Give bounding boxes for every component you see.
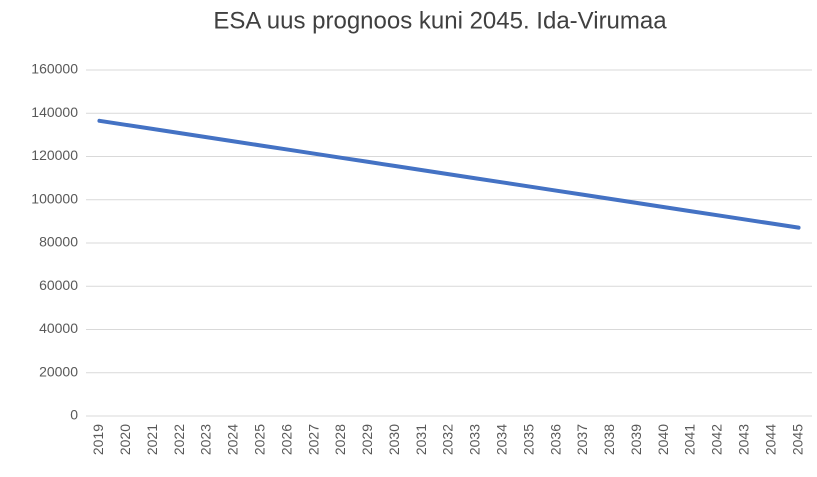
y-tick-label: 0 [70, 407, 78, 423]
y-tick-label: 120000 [31, 147, 78, 163]
x-tick-label: 2030 [386, 424, 402, 455]
chart-title: ESA uus prognoos kuni 2045. Ida-Virumaa [213, 7, 667, 34]
x-tick-label: 2041 [682, 424, 698, 455]
x-tick-label: 2033 [467, 424, 483, 455]
x-tick-label: 2042 [709, 424, 725, 455]
y-tick-label: 20000 [39, 363, 78, 379]
x-tick-label: 2036 [547, 424, 563, 455]
data-line [97, 118, 801, 230]
x-tick-label: 2028 [332, 424, 348, 455]
x-tick-label: 2024 [225, 424, 241, 455]
y-tick-label: 60000 [39, 277, 78, 293]
y-tick-label: 100000 [31, 190, 78, 206]
x-tick-label: 2038 [601, 424, 617, 455]
y-tick-label: 40000 [39, 320, 78, 336]
x-tick-label: 2044 [762, 424, 778, 455]
x-tick-label: 2034 [493, 424, 509, 455]
x-tick-label: 2045 [789, 424, 805, 455]
x-tick-label: 2021 [144, 424, 160, 455]
x-tick-label: 2032 [440, 424, 456, 455]
x-tick-label: 2039 [628, 424, 644, 455]
x-tick-label: 2029 [359, 424, 375, 455]
y-tick-label: 80000 [39, 234, 78, 250]
y-tick-label: 160000 [31, 61, 78, 77]
x-tick-label: 2027 [305, 424, 321, 455]
x-tick-label: 2037 [574, 424, 590, 455]
x-tick-label: 2043 [735, 424, 751, 455]
x-tick-label: 2040 [655, 424, 671, 455]
x-tick-label: 2023 [198, 424, 214, 455]
x-tick-label: 2026 [278, 424, 294, 455]
x-tick-label: 2019 [90, 424, 106, 455]
x-tick-label: 2035 [520, 424, 536, 455]
x-tick-label: 2031 [413, 424, 429, 455]
x-tick-label: 2022 [171, 424, 187, 455]
x-tick-label: 2020 [117, 424, 133, 455]
y-tick-label: 140000 [31, 104, 78, 120]
x-tick-label: 2025 [251, 424, 267, 455]
